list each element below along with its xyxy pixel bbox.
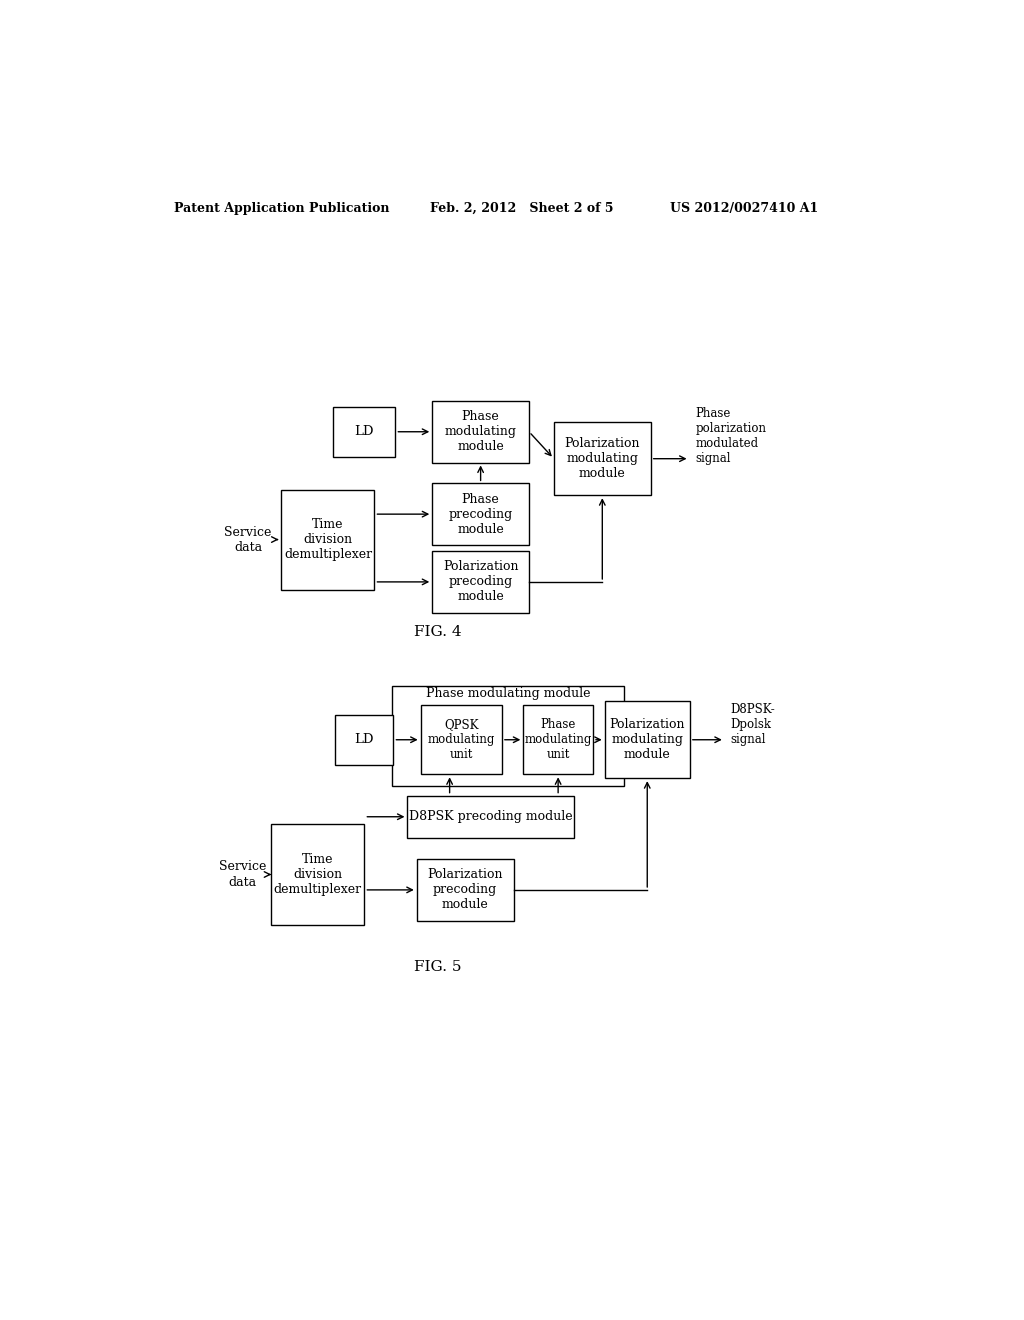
- Text: US 2012/0027410 A1: US 2012/0027410 A1: [671, 202, 819, 215]
- Text: QPSK
modulating
unit: QPSK modulating unit: [428, 718, 495, 762]
- Text: LD: LD: [354, 425, 374, 438]
- Bar: [432, 483, 529, 545]
- Bar: [334, 407, 395, 457]
- Text: Feb. 2, 2012   Sheet 2 of 5: Feb. 2, 2012 Sheet 2 of 5: [430, 202, 613, 215]
- Text: Time
division
demultiplexer: Time division demultiplexer: [284, 517, 372, 561]
- Text: Polarization
precoding
module: Polarization precoding module: [442, 561, 518, 603]
- Bar: [271, 825, 365, 924]
- Text: Patent Application Publication: Patent Application Publication: [174, 202, 390, 215]
- Text: D8PSK precoding module: D8PSK precoding module: [409, 810, 572, 824]
- Text: FIG. 4: FIG. 4: [414, 624, 462, 639]
- Text: Phase
modulating
unit: Phase modulating unit: [524, 718, 592, 762]
- Bar: [282, 490, 375, 590]
- Text: FIG. 5: FIG. 5: [415, 960, 462, 974]
- Text: Phase modulating module: Phase modulating module: [426, 686, 590, 700]
- Text: Phase
polarization
modulated
signal: Phase polarization modulated signal: [695, 407, 767, 465]
- Text: D8PSK-
Dpolsk
signal: D8PSK- Dpolsk signal: [730, 702, 775, 746]
- Text: Phase
precoding
module: Phase precoding module: [449, 492, 513, 536]
- Text: Polarization
modulating
module: Polarization modulating module: [564, 437, 640, 480]
- Bar: [391, 686, 624, 785]
- Bar: [421, 705, 502, 775]
- Text: Polarization
precoding
module: Polarization precoding module: [427, 869, 503, 911]
- Bar: [604, 701, 690, 779]
- Bar: [432, 552, 529, 612]
- Bar: [335, 714, 393, 764]
- Text: Phase
modulating
module: Phase modulating module: [444, 411, 517, 453]
- Bar: [432, 401, 529, 462]
- Bar: [408, 796, 574, 838]
- Bar: [417, 859, 514, 921]
- Text: Service
data: Service data: [224, 525, 271, 553]
- Bar: [554, 422, 650, 495]
- Text: Time
division
demultiplexer: Time division demultiplexer: [273, 853, 361, 896]
- Text: LD: LD: [354, 733, 374, 746]
- Text: Polarization
modulating
module: Polarization modulating module: [609, 718, 685, 762]
- Bar: [523, 705, 593, 775]
- Text: Service
data: Service data: [219, 861, 266, 888]
